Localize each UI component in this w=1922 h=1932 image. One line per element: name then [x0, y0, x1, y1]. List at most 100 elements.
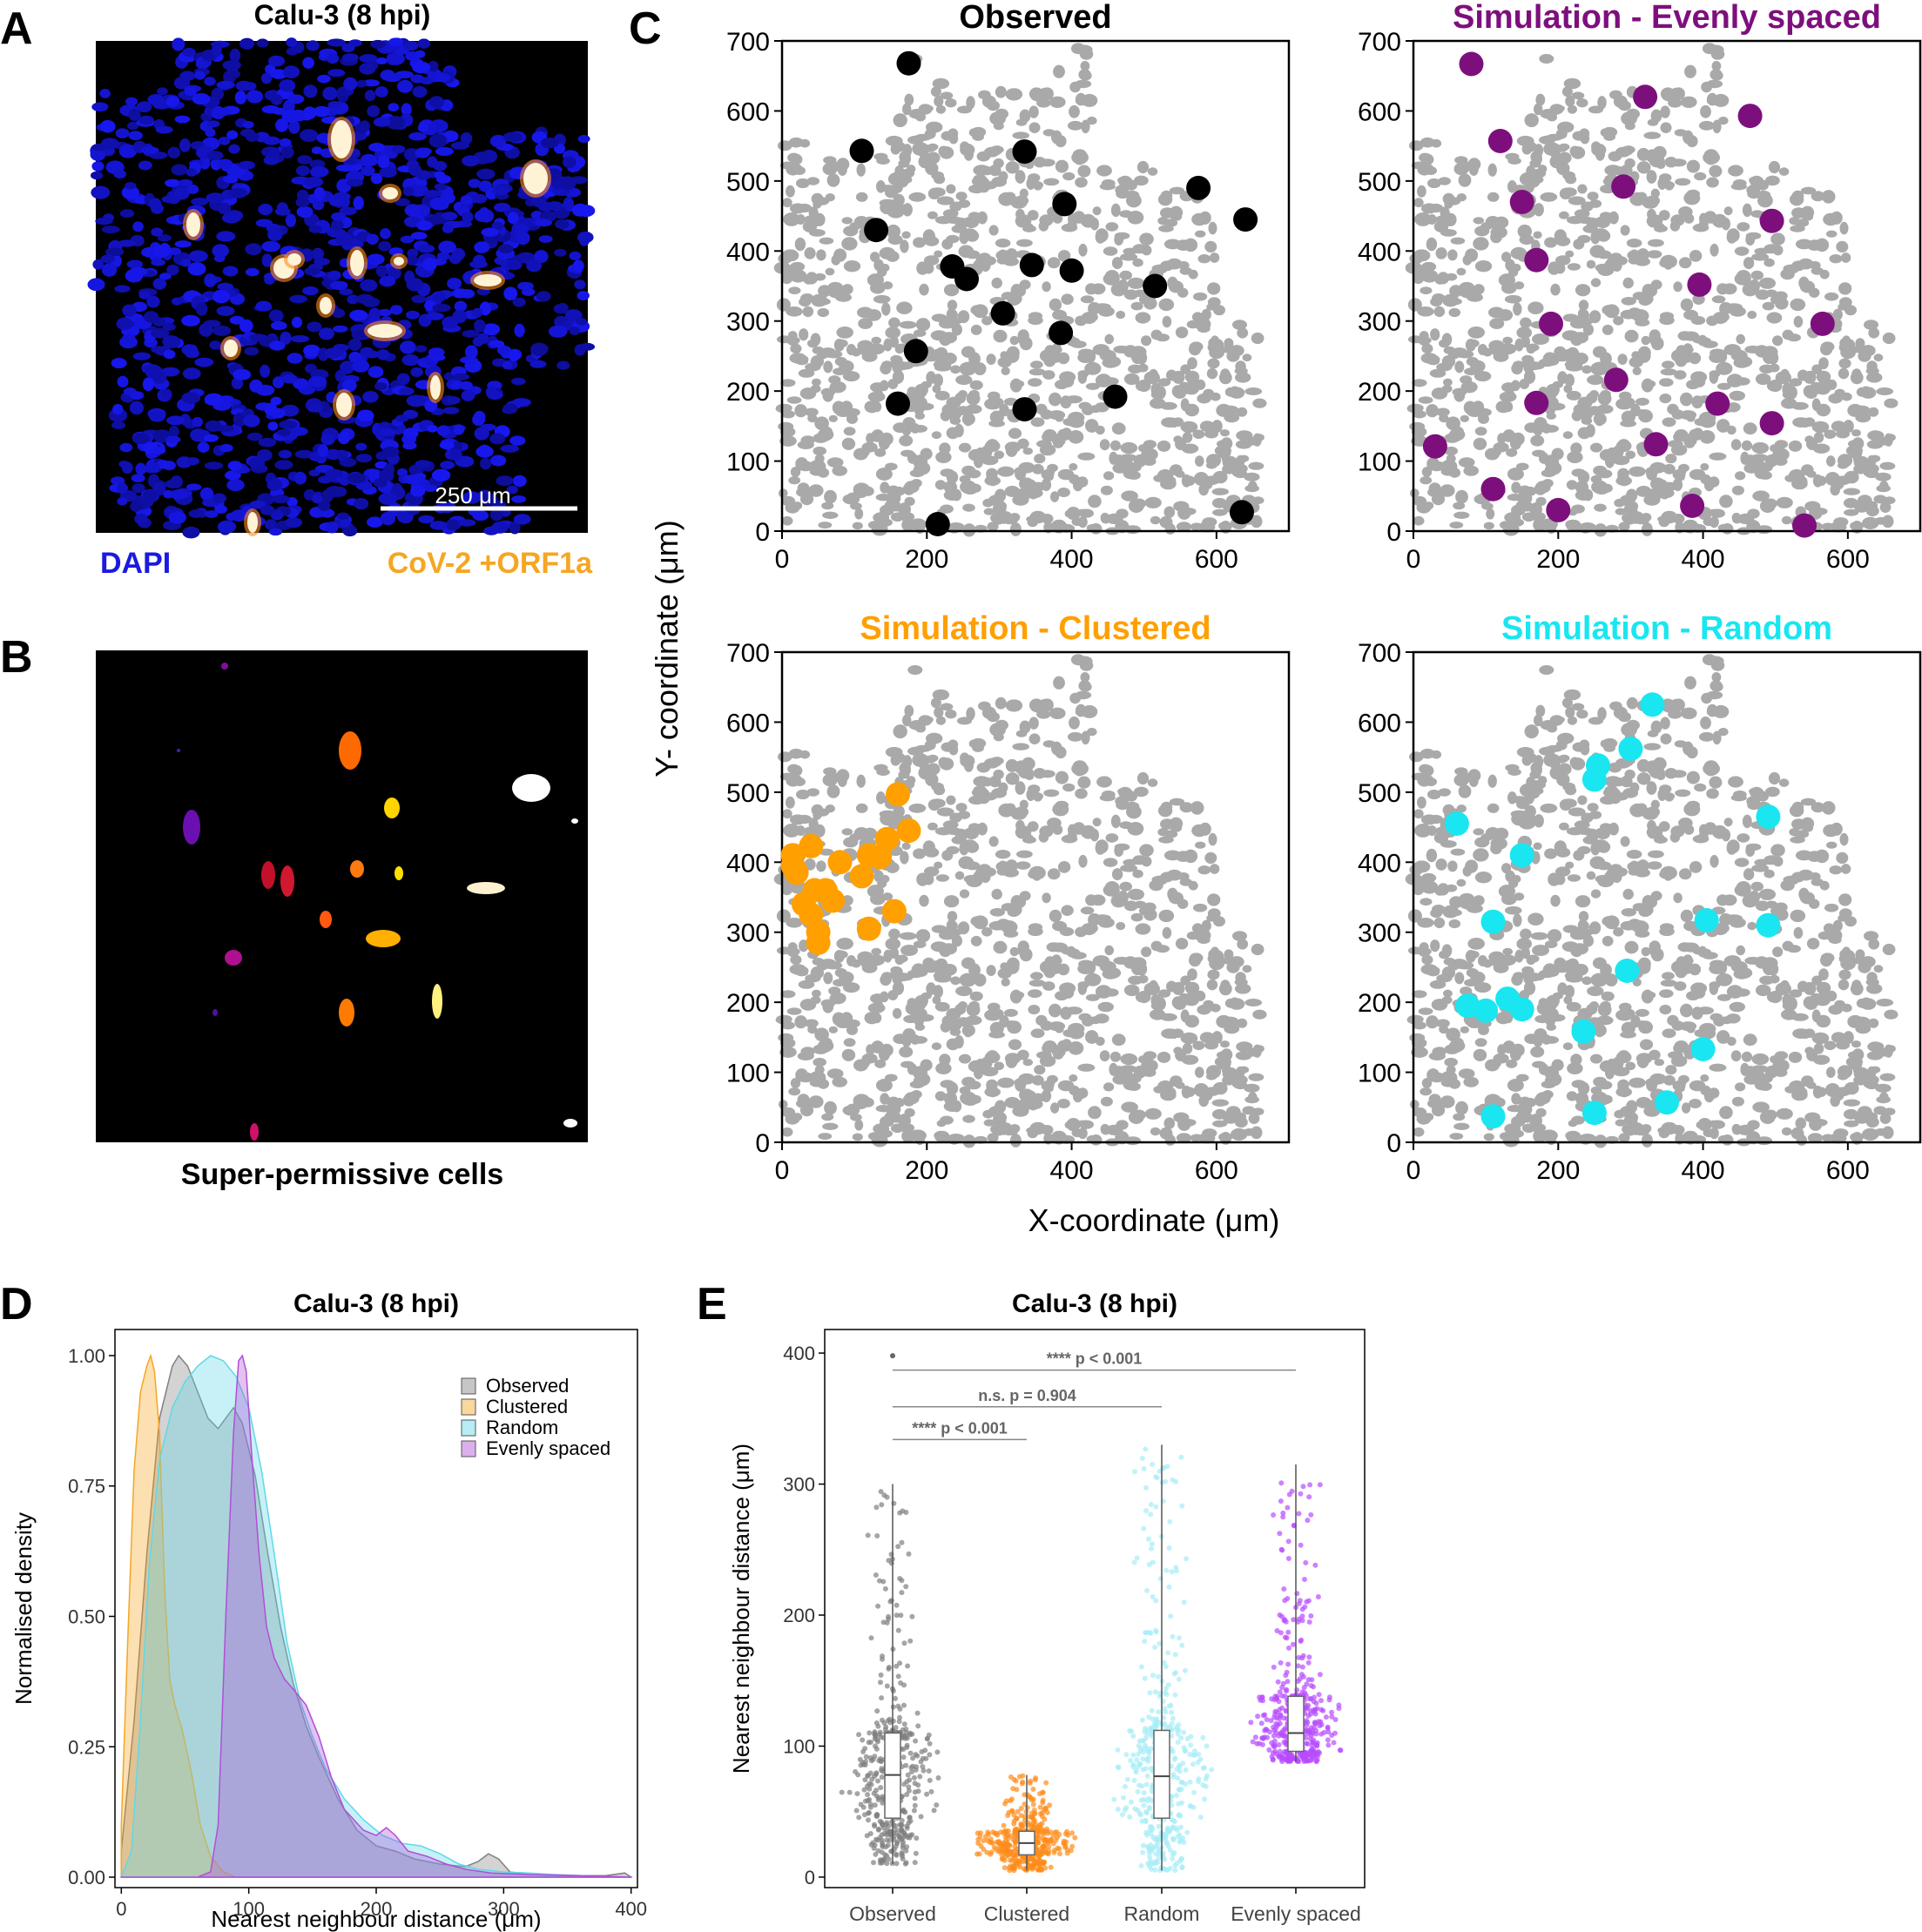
dapi-nucleus — [244, 347, 260, 356]
tissue-cell — [1181, 443, 1199, 454]
dapi-nucleus — [113, 170, 127, 178]
tissue-cell — [1790, 225, 1805, 232]
dapi-nucleus — [546, 201, 563, 212]
tissue-cell — [1612, 256, 1628, 266]
tissue-cell — [893, 804, 905, 818]
tissue-cell — [1147, 167, 1158, 176]
tissue-cell — [1686, 189, 1700, 199]
tissue-cell — [1595, 416, 1604, 427]
tissue-cell — [927, 211, 938, 219]
dapi-nucleus — [269, 340, 286, 351]
tissue-cell — [1039, 1055, 1056, 1067]
tissue-cell — [983, 757, 1000, 769]
tissue-cell — [1533, 518, 1547, 532]
tissue-cell — [1076, 1087, 1089, 1099]
tissue-cell — [1133, 1065, 1147, 1079]
dapi-nucleus — [119, 442, 133, 453]
tissue-cell — [1218, 521, 1233, 531]
dapi-nucleus — [210, 158, 222, 171]
infected-cell — [382, 187, 398, 199]
tissue-cell — [1744, 345, 1762, 353]
dapi-nucleus — [500, 444, 520, 453]
dapi-nucleus — [245, 267, 260, 277]
dapi-nucleus — [204, 273, 217, 287]
tissue-cell — [1576, 98, 1588, 108]
tissue-cell — [858, 318, 873, 329]
tissue-cell — [1154, 266, 1168, 274]
dapi-nucleus — [477, 333, 489, 345]
dapi-nucleus — [410, 232, 428, 240]
tissue-cell — [1718, 116, 1729, 125]
tissue-cell — [1220, 1040, 1230, 1048]
dapi-nucleus — [355, 293, 374, 304]
tissue-cell — [821, 502, 834, 510]
tissue-cell — [1448, 307, 1461, 318]
dapi-nucleus — [368, 366, 384, 379]
tissue-cell — [1017, 1049, 1029, 1060]
scatter-point — [1459, 51, 1484, 77]
tissue-cell — [1700, 1074, 1710, 1082]
dapi-nucleus — [179, 178, 193, 187]
tissue-cell — [853, 488, 868, 499]
tissue-cell — [1662, 417, 1676, 427]
tissue-cell — [1510, 246, 1527, 259]
tissue-cell — [1659, 394, 1672, 404]
dapi-nucleus — [226, 165, 246, 178]
panel-a-legend-orf1a: CoV-2 +ORF1a — [388, 547, 593, 580]
tissue-cell — [1464, 367, 1479, 376]
tissue-cell — [805, 362, 821, 372]
tissue-cell — [1577, 234, 1591, 244]
tissue-cell — [892, 360, 903, 374]
dapi-nucleus — [117, 375, 129, 387]
dapi-nucleus — [569, 251, 582, 260]
tissue-cell — [1776, 1107, 1793, 1120]
tissue-cell — [1750, 175, 1764, 188]
dapi-nucleus — [474, 241, 490, 253]
tissue-cell — [1507, 468, 1524, 481]
tissue-cell — [1105, 222, 1119, 232]
tissue-cell — [1139, 232, 1154, 246]
tissue-cell — [1602, 935, 1614, 946]
dapi-nucleus — [161, 195, 178, 204]
tissue-cell — [783, 212, 800, 226]
dapi-nucleus — [238, 160, 256, 170]
dapi-nucleus — [479, 207, 489, 219]
tissue-cell — [1048, 410, 1066, 421]
tissue-cell — [1204, 1087, 1220, 1096]
tissue-cell — [1216, 498, 1225, 508]
tissue-cell — [968, 212, 981, 220]
tissue-cell — [932, 384, 941, 394]
tissue-cell — [1039, 214, 1054, 226]
dapi-nucleus — [417, 244, 435, 253]
tissue-cell — [1774, 1051, 1789, 1060]
tissue-cell — [834, 357, 847, 367]
tissue-cell — [1678, 257, 1692, 269]
tissue-cell — [880, 185, 897, 192]
dapi-nucleus — [489, 433, 506, 445]
tissue-cell — [1729, 306, 1746, 317]
dapi-nucleus — [564, 309, 583, 322]
scatter-point — [1012, 397, 1037, 422]
tissue-cell — [920, 1059, 933, 1072]
tissue-cell — [886, 224, 900, 239]
panel-letter-d: D — [0, 1279, 33, 1330]
tissue-cell — [1110, 203, 1121, 218]
dapi-nucleus — [91, 102, 109, 112]
tissue-cell — [1520, 317, 1532, 329]
y-tick-label: 300 — [726, 308, 770, 337]
dapi-nucleus — [438, 240, 456, 254]
dapi-nucleus — [505, 259, 523, 270]
panel-b-background — [96, 650, 588, 1142]
dapi-nucleus — [218, 137, 231, 145]
dapi-nucleus — [125, 268, 144, 283]
dapi-nucleus — [317, 475, 333, 484]
tissue-cell — [938, 145, 949, 157]
tissue-cell — [1712, 93, 1730, 107]
tissue-cell — [971, 787, 989, 798]
tissue-cell — [1820, 341, 1835, 353]
tissue-cell — [954, 1003, 967, 1015]
tissue-cell — [1087, 116, 1097, 125]
tissue-cell — [1571, 504, 1585, 514]
tissue-cell — [1460, 375, 1473, 385]
dapi-nucleus — [166, 415, 185, 426]
